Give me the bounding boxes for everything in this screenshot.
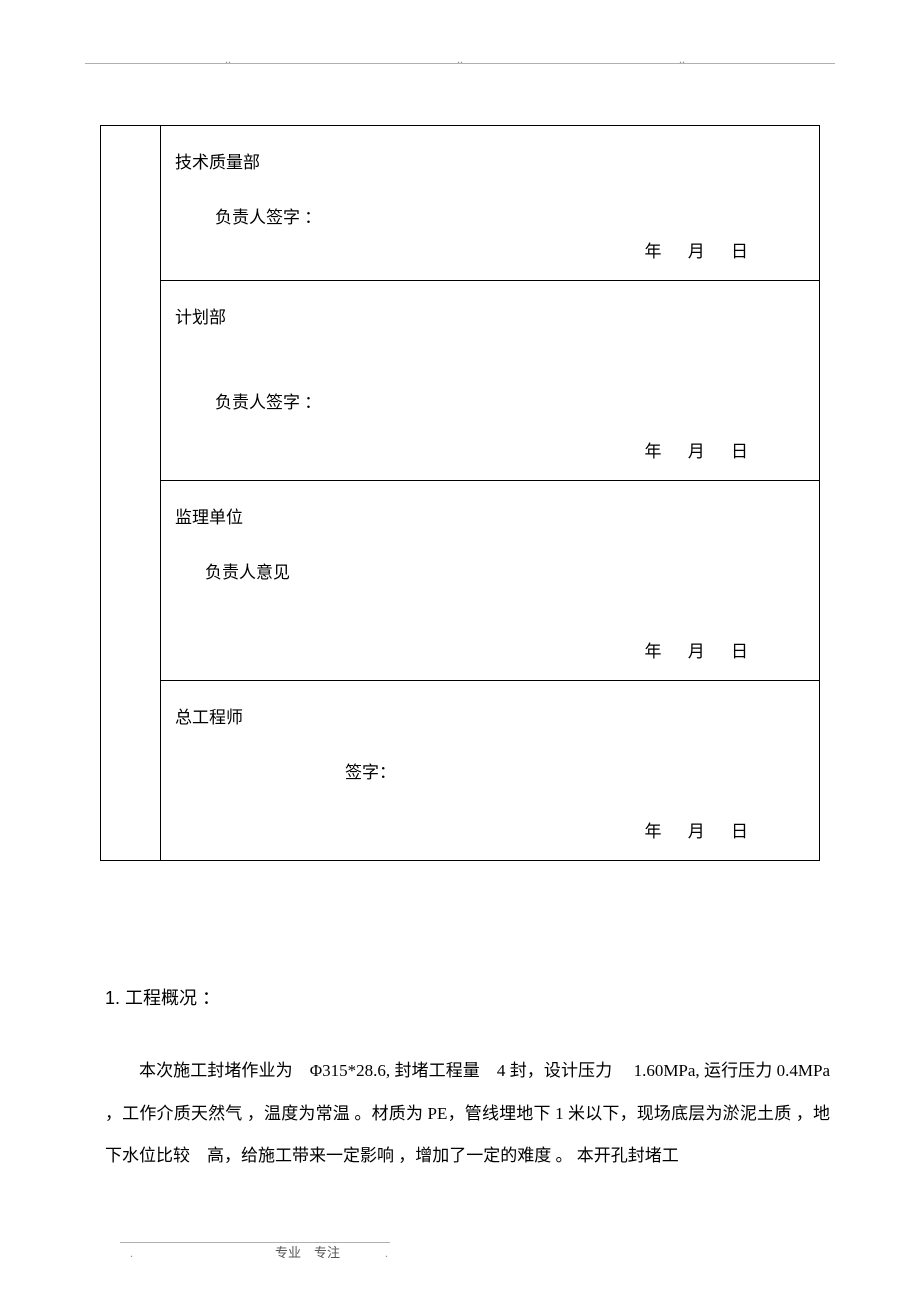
signoff-cell-supervisor: 监理单位 负责人意见 年 月 日	[161, 481, 820, 681]
footer-dot-right: .	[385, 1246, 388, 1261]
date-line: 年 月 日	[645, 813, 765, 850]
signature-label: 负责人签字 ：	[175, 384, 799, 421]
date-line: 年 月 日	[645, 233, 765, 270]
month-label: 月	[688, 442, 711, 461]
signature-label: 签字：	[175, 754, 799, 791]
signoff-cell-tech: 技术质量部 负责人签字 ： 年 月 日	[161, 126, 820, 281]
dept-label: 计划部	[175, 299, 799, 336]
date-line: 年 月 日	[645, 633, 765, 670]
month-label: 月	[688, 242, 711, 261]
header-dots-mid: ..	[457, 52, 463, 67]
year-label: 年	[645, 242, 668, 261]
header-rule: ..	[85, 63, 835, 64]
table-row: 计划部 负责人签字 ： 年 月 日	[101, 281, 820, 481]
body-paragraph: 本次施工封堵作业为 Φ315*28.6, 封堵工程量 4 封，设计压力 1.60…	[105, 1050, 830, 1178]
dept-label: 总工程师	[175, 699, 799, 736]
signature-label: 负责人意见	[175, 554, 799, 591]
left-gutter	[101, 126, 161, 861]
section-title: 1. 工程概况 ：	[105, 984, 220, 1010]
spacer	[175, 354, 799, 384]
footer-dot-left: .	[130, 1246, 133, 1261]
table-row: 总工程师 签字： 年 月 日	[101, 681, 820, 861]
dept-label: 技术质量部	[175, 144, 799, 181]
day-label: 日	[731, 442, 754, 461]
dept-label: 监理单位	[175, 499, 799, 536]
signature-label: 负责人签字 ：	[175, 199, 799, 236]
signoff-table: 技术质量部 负责人签字 ： 年 月 日 计划部 负责人签字 ： 年 月 日 监理…	[100, 125, 820, 861]
day-label: 日	[731, 822, 754, 841]
date-line: 年 月 日	[645, 433, 765, 470]
footer-text: 专业 专注	[275, 1242, 340, 1261]
day-label: 日	[731, 242, 754, 261]
day-label: 日	[731, 642, 754, 661]
table-row: 技术质量部 负责人签字 ： 年 月 日	[101, 126, 820, 281]
month-label: 月	[688, 642, 711, 661]
month-label: 月	[688, 822, 711, 841]
year-label: 年	[645, 442, 668, 461]
table-row: 监理单位 负责人意见 年 月 日	[101, 481, 820, 681]
footer-rule	[120, 1242, 390, 1243]
signoff-cell-chief: 总工程师 签字： 年 月 日	[161, 681, 820, 861]
year-label: 年	[645, 822, 668, 841]
year-label: 年	[645, 642, 668, 661]
signoff-cell-plan: 计划部 负责人签字 ： 年 月 日	[161, 281, 820, 481]
